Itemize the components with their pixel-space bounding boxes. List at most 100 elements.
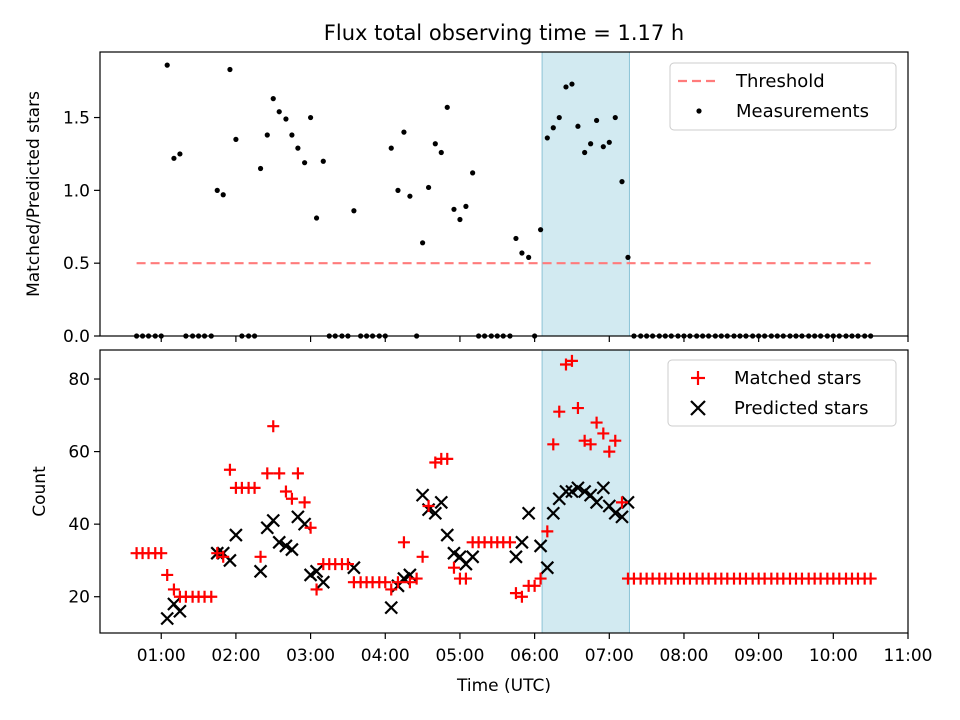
matched-star-point: [391, 576, 404, 589]
predicted-star-point: [559, 484, 573, 499]
measurement-point: [625, 254, 631, 260]
matched-star-point: [341, 558, 354, 571]
predicted-star-point: [608, 506, 623, 521]
measurement-point: [569, 81, 575, 87]
chart-title: Flux total observing time = 1.17 h: [324, 21, 684, 45]
predicted-star-point: [272, 535, 287, 550]
measurement-point: [537, 227, 544, 233]
predicted-star-point: [285, 542, 299, 557]
ratio-ytick-label: 0.0: [63, 327, 90, 347]
measurement-point: [283, 116, 289, 122]
matched-star-point: [571, 402, 584, 415]
matched-star-point: [205, 590, 218, 603]
measurement-point: [220, 192, 226, 198]
measurement-point: [612, 114, 618, 121]
measurement-point: [444, 104, 450, 110]
measurement-point: [563, 84, 569, 90]
counts-ytick-label: 40: [68, 515, 90, 535]
predicted-star-point: [428, 506, 443, 521]
matched-star-point: [515, 590, 528, 603]
predicted-star-point: [521, 506, 536, 521]
measurement-point: [276, 109, 282, 115]
predicted-star-point: [509, 550, 523, 564]
legend-measurements-swatch: [696, 108, 702, 114]
matched-star-point: [615, 496, 628, 509]
matched-star-point: [584, 438, 597, 451]
measurement-point: [550, 125, 556, 131]
predicted-star-point: [540, 560, 555, 575]
matched-star-point: [459, 572, 472, 585]
predicted-star-point: [384, 600, 399, 615]
matched-star-point: [609, 434, 622, 447]
measurement-point: [164, 62, 170, 68]
matched-star-point: [273, 467, 286, 480]
measurement-point: [432, 141, 438, 147]
matched-star-point: [590, 416, 603, 429]
ratio-panel: 0.0 0.5 1.0 1.5 Matched/Predicted stars Thr…: [24, 51, 909, 347]
measurement-point: [593, 117, 600, 124]
measurement-point: [171, 155, 177, 161]
legend-threshold-label: Threshold: [735, 71, 825, 92]
matched-star-point: [397, 536, 410, 549]
measurement-point: [519, 250, 525, 256]
matched-star-point: [217, 550, 230, 563]
counts-ytick-label: 60: [68, 443, 90, 463]
x-axis-label: Time (UTC): [456, 676, 551, 696]
measurement-point: [302, 160, 308, 166]
x-tick-label: 02:00: [211, 646, 260, 666]
counts-ytick-label: 20: [68, 588, 90, 608]
matched-star-point: [385, 583, 398, 596]
matched-star-point: [285, 492, 298, 505]
matched-star-point: [864, 572, 877, 585]
counts-axis-ticks: 20 40 60 80 01:00 02:00 03:00 04:00 05:00 06:00 07…: [68, 370, 932, 666]
measurement-point: [177, 151, 183, 157]
predicted-star-point: [160, 611, 174, 626]
matched-star-point: [310, 583, 323, 596]
predicted-star-point: [465, 550, 480, 564]
matched-star-point: [223, 463, 236, 476]
ratio-axis-ticks: 0.0 0.5 1.0 1.5: [63, 109, 909, 347]
predicted-star-point: [596, 481, 611, 495]
predicted-star-point: [577, 484, 592, 499]
predicted-star-point: [615, 510, 629, 524]
count-points: [130, 354, 877, 626]
predicted-star-point: [229, 528, 243, 542]
measurement-point: [407, 193, 413, 199]
measurement-points: [133, 62, 874, 339]
observing-span: [541, 51, 630, 337]
measurement-point: [600, 144, 606, 150]
measurement-point: [233, 136, 239, 142]
x-tick-label: 11:00: [884, 646, 933, 666]
ratio-plot-frame: [99, 51, 909, 337]
legend-matched-label: Matched stars: [734, 368, 861, 389]
matched-star-point: [547, 438, 560, 451]
counts-legend: Matched stars Predicted stars: [667, 359, 897, 427]
measurement-point: [451, 206, 457, 212]
measurement-point: [420, 240, 426, 246]
matched-star-point: [603, 445, 616, 458]
ratio-y-axis-label: Matched/Predicted stars: [24, 91, 44, 297]
measurement-point: [606, 139, 612, 145]
measurement-point: [313, 215, 320, 221]
measurement-point: [513, 235, 519, 242]
ratio-ytick-label: 1.0: [63, 181, 90, 201]
predicted-star-point: [571, 481, 585, 495]
predicted-star-point: [565, 484, 579, 499]
measurement-point: [544, 135, 550, 141]
measurement-point: [214, 187, 220, 193]
matched-star-point: [291, 467, 304, 480]
ratio-ytick-label: 0.5: [63, 254, 90, 274]
matched-star-point: [597, 427, 610, 440]
predicted-star-point: [303, 568, 318, 582]
x-tick-label: 06:00: [510, 646, 559, 666]
legend-measurements-label: Measurements: [736, 101, 869, 122]
measurement-point: [320, 158, 326, 164]
measurement-point: [438, 149, 444, 156]
measurement-point: [619, 179, 625, 185]
counts-panel: 20 40 60 80 01:00 02:00 03:00 04:00 05:00 06:00 07…: [30, 349, 933, 696]
measurement-point: [227, 66, 233, 73]
predicted-star-point: [316, 575, 331, 589]
matched-star-point: [553, 405, 566, 418]
measurement-point: [264, 132, 270, 138]
predicted-star-point: [415, 488, 430, 502]
